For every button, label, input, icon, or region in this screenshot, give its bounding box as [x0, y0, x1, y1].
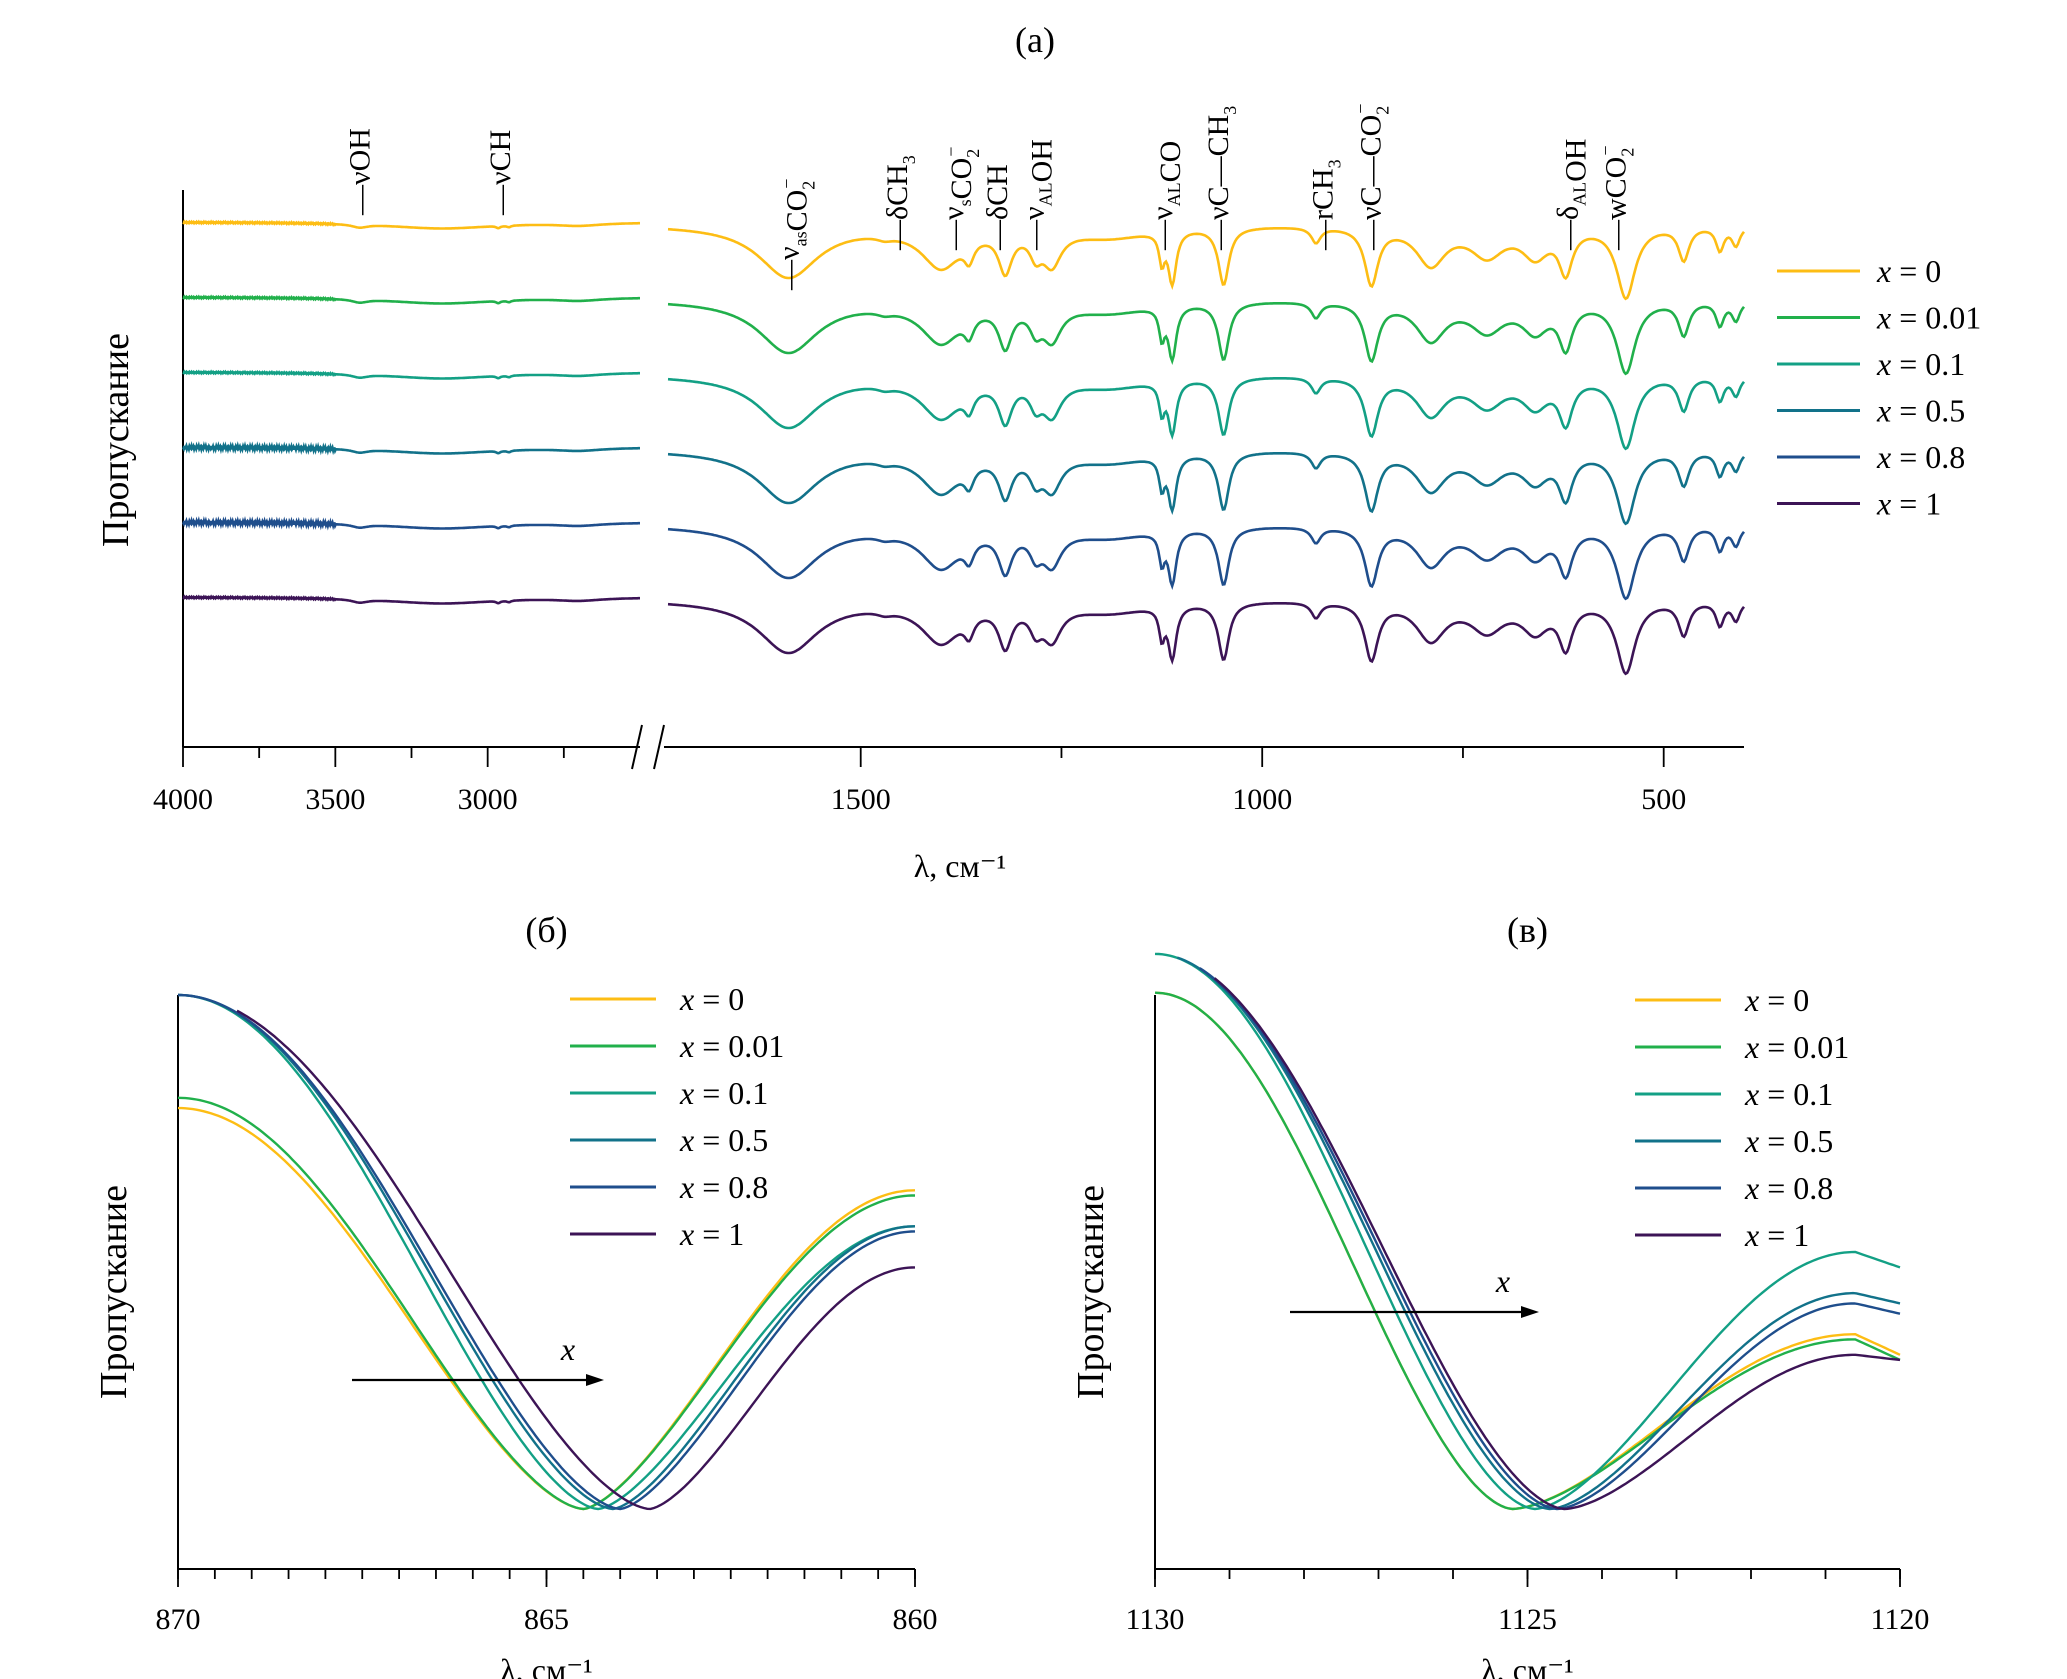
legend-label: x = 0.1 [1876, 346, 1965, 382]
x-tick-label: 860 [893, 1603, 938, 1636]
legend-label: x = 0.1 [679, 1075, 768, 1111]
band-annotation: —νC—CO2− [1351, 104, 1393, 251]
band-annotation: —wCO2− [1596, 146, 1638, 252]
x-tick-label: 1125 [1498, 1603, 1557, 1636]
band-annotation: —δCH3 [881, 155, 919, 251]
y-axis-label-b: Пропускание [93, 1185, 135, 1399]
spectrum-curve-x001 [667, 302, 1746, 376]
spectrum-curve-x08 [181, 515, 640, 531]
x-tick-label: 1120 [1871, 1603, 1930, 1636]
band-annotation-label: —νasCO2− [772, 179, 818, 291]
zoom-curve [177, 993, 916, 1511]
spectrum-curve-x08 [667, 527, 1746, 601]
zoom-curve [1199, 967, 1901, 1511]
band-annotation-label: —νALOH [1017, 139, 1058, 251]
shift-arrow-head [1521, 1306, 1539, 1318]
panel-label-c: (в) [1507, 910, 1548, 950]
legend-label: x = 0.01 [679, 1028, 784, 1064]
legend-label: x = 0.5 [1876, 393, 1965, 429]
zoom-curve [1213, 977, 1901, 1511]
band-annotation-label: —νALCO [1146, 141, 1187, 251]
band-annotation: —νCH [484, 130, 517, 216]
band-annotation: —νALCO [1146, 141, 1187, 251]
panel-label-b: (б) [525, 910, 567, 950]
band-annotation-label: —wCO2− [1596, 146, 1638, 252]
spectrum-curve-x05 [667, 452, 1746, 526]
zoom-curve [1154, 952, 1901, 1511]
axis-break-mark [631, 724, 643, 770]
legend-label: x = 0.1 [1744, 1076, 1833, 1112]
zoom-curve [177, 1096, 915, 1511]
x-tick-label: 3500 [305, 783, 365, 816]
shift-arrow-label: x [1495, 1263, 1510, 1299]
x-tick-label: 1130 [1126, 1603, 1185, 1636]
legend-label: x = 0.8 [679, 1169, 768, 1205]
legend-label: x = 0.5 [1744, 1123, 1833, 1159]
spectrum-curve-x05 [181, 440, 640, 456]
legend-label: x = 0.01 [1876, 300, 1981, 336]
legend-label: x = 0 [679, 981, 744, 1017]
legend-label: x = 1 [1744, 1217, 1809, 1253]
x-tick-label: 1000 [1232, 783, 1292, 816]
y-axis-label-c: Пропускание [1070, 1185, 1112, 1399]
x-tick-label: 3000 [458, 783, 518, 816]
band-annotation-label: —δALOH [1551, 139, 1592, 251]
band-annotation: —δCH [981, 164, 1014, 251]
x-tick-label: 1500 [831, 783, 891, 816]
x-tick-label: 865 [524, 1603, 569, 1636]
legend-label: x = 0.01 [1744, 1029, 1849, 1065]
x-tick-label: 870 [156, 1603, 201, 1636]
band-annotation-label: —νsCO2− [937, 147, 983, 251]
panel-label-a: (a) [1015, 20, 1055, 60]
x-axis-label-a: λ, см⁻¹ [914, 848, 1006, 884]
band-annotation-label: —νC—CH3 [1202, 106, 1240, 251]
legend-label: x = 0 [1744, 982, 1809, 1018]
band-annotation: —νOH [344, 128, 377, 216]
y-axis-label-a: Пропускание [95, 333, 137, 547]
band-annotation: —rCH3 [1306, 159, 1344, 251]
spectrum-curve-x0 [667, 227, 1746, 301]
band-annotation-label: —rCH3 [1306, 159, 1344, 251]
spectrum-curve-x1 [667, 602, 1746, 676]
spectrum-curve-x01 [667, 377, 1746, 451]
x-tick-label: 500 [1641, 783, 1686, 816]
zoom-curve [177, 993, 916, 1511]
legend-label: x = 0 [1876, 253, 1941, 289]
zoom-curve [236, 1009, 916, 1511]
spectrum-curve-x1 [182, 594, 640, 605]
band-annotation-label: —νOH [344, 128, 377, 216]
band-annotation-label: —νCH [484, 130, 517, 216]
spectrum-curve-x01 [182, 369, 640, 380]
band-annotation: —νasCO2− [772, 179, 818, 291]
band-annotation: —νALOH [1017, 139, 1058, 251]
zoom-curve [1176, 956, 1901, 1511]
band-annotation: —νC—CH3 [1202, 106, 1240, 251]
x-axis-label-c: λ, см⁻¹ [1481, 1652, 1573, 1679]
legend-label: x = 1 [679, 1216, 744, 1252]
spectrum-curve-x0 [182, 219, 640, 230]
band-annotation: —δALOH [1551, 139, 1592, 251]
band-annotation-label: —δCH3 [881, 155, 919, 251]
shift-arrow-label: x [560, 1331, 575, 1367]
zoom-curve [177, 993, 916, 1511]
legend-label: x = 0.8 [1876, 439, 1965, 475]
legend-label: x = 0.5 [679, 1122, 768, 1158]
legend-label: x = 0.8 [1744, 1170, 1833, 1206]
x-axis-label-b: λ, см⁻¹ [500, 1652, 592, 1679]
axis-break-mark [653, 724, 665, 770]
band-annotation-label: —δCH [981, 164, 1014, 251]
band-annotation: —νsCO2− [937, 147, 983, 251]
spectrum-curve-x001 [182, 294, 640, 305]
x-tick-label: 4000 [153, 783, 213, 816]
band-annotation-label: —νC—CO2− [1351, 104, 1393, 251]
legend-label: x = 1 [1876, 486, 1941, 522]
shift-arrow-head [586, 1374, 604, 1386]
